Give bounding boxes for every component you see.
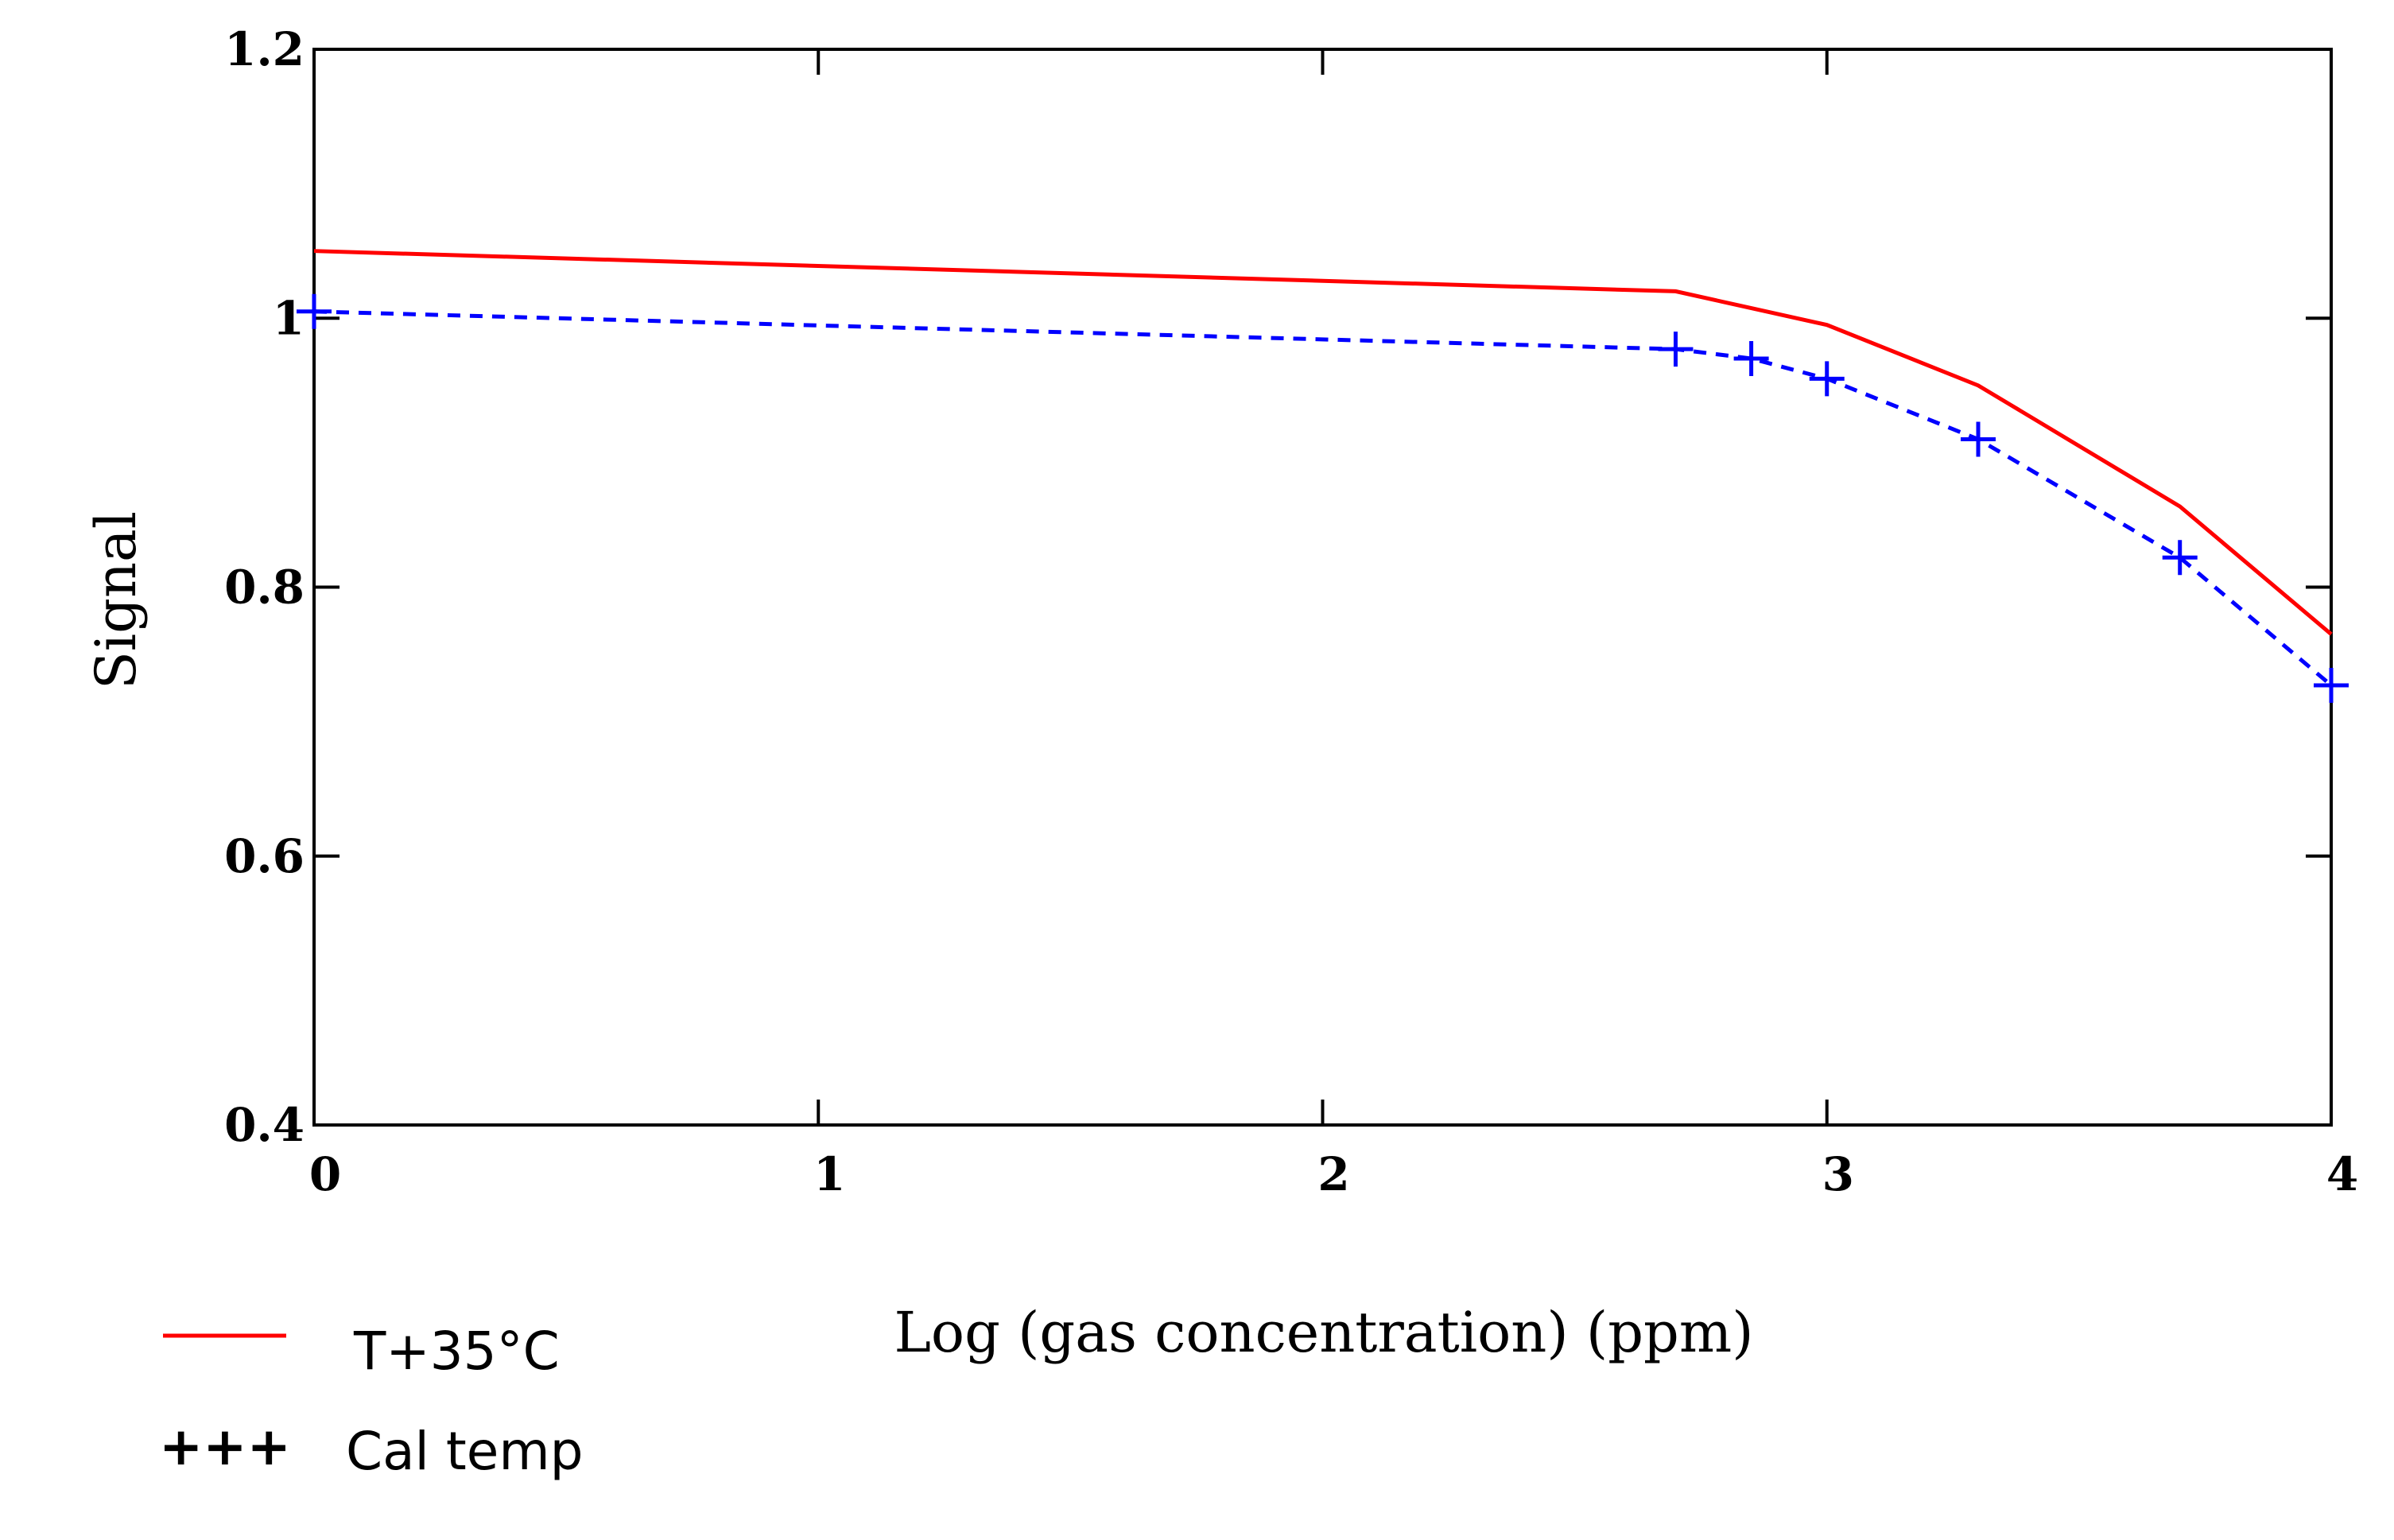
series-t35 xyxy=(313,249,2333,636)
y-tick-label: 0.8 xyxy=(224,561,305,615)
data-point-marker xyxy=(1809,361,1845,397)
data-point-marker xyxy=(1658,332,1694,367)
axis-ticks xyxy=(312,48,2333,1127)
x-tick-label: 0 xyxy=(309,1147,341,1201)
x-tick-label: 3 xyxy=(1822,1147,1854,1201)
legend-swatch-cal-temp: +++ xyxy=(159,1416,291,1477)
data-point-marker xyxy=(2162,540,2198,576)
y-tick-label: 1.2 xyxy=(224,22,305,76)
data-point-marker xyxy=(1733,340,1769,376)
data-point-marker xyxy=(297,293,332,329)
data-point-marker xyxy=(2314,667,2349,703)
series-layer xyxy=(297,249,2349,703)
y-tick-label: 0.6 xyxy=(224,829,305,883)
x-axis-title: Log (gas concentration) (ppm) xyxy=(894,1300,1753,1365)
y-tick-label: 0.4 xyxy=(224,1098,305,1152)
x-axis-tick-labels: 0 1 2 3 4 xyxy=(309,1147,2358,1201)
series-cal-temp xyxy=(297,293,2349,703)
data-point-marker xyxy=(1961,421,1996,457)
y-axis-title: Signal xyxy=(83,511,149,689)
legend-label-t35: T+35°C xyxy=(353,1321,560,1382)
legend-label-cal-temp: Cal temp xyxy=(346,1421,584,1482)
series-line xyxy=(313,249,2333,636)
x-tick-label: 1 xyxy=(813,1147,845,1201)
legend: T+35°C +++ Cal temp xyxy=(159,1321,584,1482)
x-tick-label: 2 xyxy=(1317,1147,1349,1201)
x-tick-label: 4 xyxy=(2326,1147,2358,1201)
y-axis-tick-labels: 0.4 0.6 0.8 1 1.2 xyxy=(224,22,305,1152)
y-tick-label: 1 xyxy=(273,291,305,345)
